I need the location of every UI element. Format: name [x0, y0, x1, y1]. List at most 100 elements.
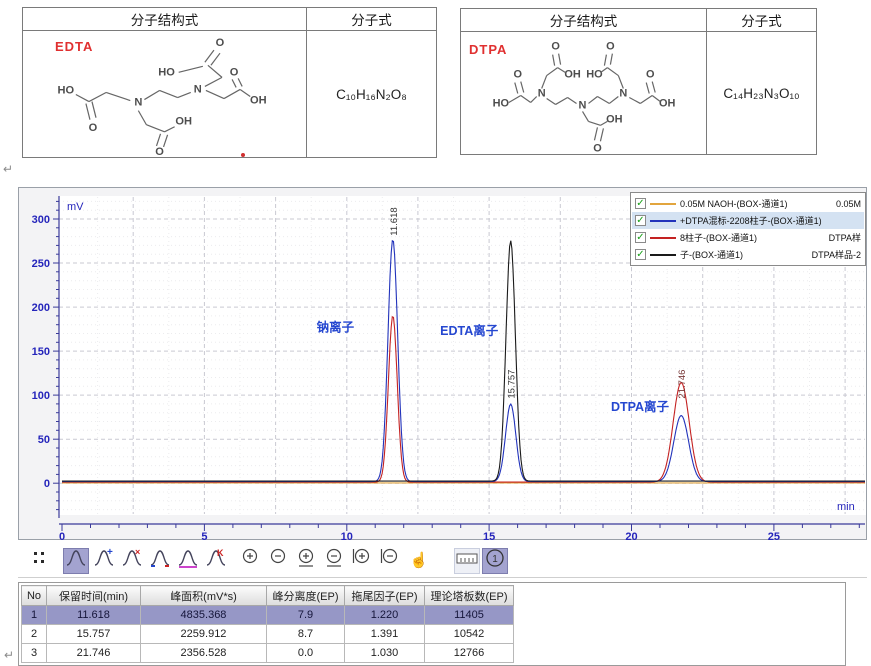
formula-column-header: 分子式 [351, 13, 392, 28]
y-tick-label: 150 [32, 346, 50, 358]
results-cell: 1 [21, 605, 47, 625]
svg-text:HO: HO [586, 69, 603, 81]
results-column-header: No [21, 585, 47, 606]
results-cell: 21.746 [46, 643, 141, 663]
zoom-in-underline-icon [295, 546, 319, 575]
peak-add-button[interactable]: + [91, 547, 117, 574]
ion-annotation: EDTA离子 [440, 323, 499, 338]
svg-text:O: O [230, 66, 239, 78]
x-axis-unit: min [837, 501, 855, 513]
zoom-extents-button[interactable] [28, 548, 54, 574]
paragraph-mark: ↵ [3, 162, 14, 176]
zoom-out-underline-button[interactable] [322, 548, 348, 574]
legend-checkbox[interactable]: ✓ [635, 232, 646, 243]
legend-item[interactable]: ✓ 子-(BOX-通道1) DTPA样品-2 [632, 246, 864, 263]
svg-text:O: O [551, 41, 560, 53]
x-tick-label: 25 [768, 531, 780, 541]
chromatogram-panel: 0 50 100 150 200 250 300 0 5 10 15 20 25 mV min 11.618 1… [18, 187, 868, 541]
svg-text:O: O [646, 69, 655, 81]
ruler-button[interactable] [454, 547, 480, 574]
peak-pick-button[interactable] [63, 547, 89, 574]
compound-name-dtpa: DTPA [469, 42, 508, 57]
svg-text:OH: OH [564, 69, 581, 81]
legend-label: 子-(BOX-通道1) [680, 250, 744, 260]
legend-line-sample [650, 253, 676, 256]
zoom-out-x-icon [379, 546, 403, 575]
zoom-in-x-button[interactable] [350, 548, 376, 574]
zoom-in-button[interactable] [238, 548, 264, 574]
svg-text:O: O [606, 41, 615, 53]
zoom-out-button[interactable] [266, 548, 292, 574]
svg-text:K: K [217, 548, 224, 558]
peak-manual-icon [176, 546, 200, 575]
svg-text:OH: OH [659, 97, 676, 109]
svg-text:HO: HO [57, 84, 74, 96]
pan-button[interactable]: ☝ [406, 548, 432, 574]
pan-icon: ☝ [409, 552, 429, 569]
table-row[interactable]: 2 15.757 2259.912 8.7 1.391 10542 [21, 624, 514, 644]
legend-item[interactable]: ✓ 0.05M NAOH-(BOX-通道1) 0.05M [632, 195, 864, 212]
svg-text:N: N [619, 87, 627, 99]
legend-line-sample [650, 219, 676, 222]
peak-baseline-button[interactable] [147, 548, 173, 574]
results-cell: 8.7 [266, 624, 345, 644]
svg-text:N: N [194, 83, 202, 95]
results-cell: 3 [21, 643, 47, 663]
ion-annotation: DTPA离子 [611, 399, 670, 414]
y-tick-label: 50 [38, 434, 50, 446]
y-axis-unit: mV [67, 201, 84, 213]
chromatogram-plot[interactable]: 0 50 100 150 200 250 300 0 5 10 15 20 25 mV min 11.618 1… [19, 188, 868, 541]
y-tick-label: 300 [32, 214, 50, 226]
formula-column-header: 分子式 [741, 14, 782, 29]
svg-text:OH: OH [250, 95, 267, 107]
peak-manual-button[interactable] [175, 548, 201, 574]
compound-table-edta: 分子结构式 分子式 EDTA HO O N HO O N O OH OH O [22, 7, 437, 158]
paragraph-mark: ↵ [4, 648, 15, 662]
table-row[interactable]: 3 21.746 2356.528 0.0 1.030 12766 [21, 643, 514, 663]
svg-text:+: + [107, 547, 113, 558]
results-cell: 12766 [424, 643, 514, 663]
compound-table-dtpa: 分子结构式 分子式 DTPA HO O N O OH HO O N O OH N… [460, 8, 817, 155]
svg-text:HO: HO [158, 66, 175, 78]
zoom-out-x-button[interactable] [378, 548, 404, 574]
zoom-out-icon [267, 546, 291, 575]
marker-1-button[interactable]: 1 [482, 547, 508, 574]
legend-item[interactable]: ✓ +DTPA混标-2208柱子-(BOX-通道1) [632, 212, 864, 229]
legend-line-sample [650, 236, 676, 239]
chart-toolbar: + × K ☝ 1 [18, 544, 867, 578]
x-tick-label: 5 [201, 531, 207, 541]
y-tick-label: 200 [32, 302, 50, 314]
svg-text:N: N [538, 87, 546, 99]
results-cell: 7.9 [266, 605, 345, 625]
results-cell: 1.030 [344, 643, 425, 663]
legend-checkbox[interactable]: ✓ [635, 215, 646, 226]
legend-item[interactable]: ✓ 8柱子-(BOX-通道1) DTPA样 [632, 229, 864, 246]
results-cell: 11.618 [46, 605, 141, 625]
svg-text:N: N [134, 97, 142, 109]
zoom-in-underline-button[interactable] [294, 548, 320, 574]
results-column-header: 理论塔板数(EP) [424, 585, 514, 606]
peak-delete-button[interactable]: × [119, 547, 145, 574]
peak-split-icon: K [204, 546, 228, 575]
structure-column-header: 分子结构式 [461, 9, 707, 31]
compound-formula-dtpa: C₁₄H₂₃N₃O₁₀ [723, 85, 800, 101]
dtpa-structure-drawing: HO O N O OH HO O N O OH N OH O [493, 41, 676, 155]
table-row[interactable]: 1 11.618 4835.368 7.9 1.220 11405 [21, 605, 514, 625]
peak-split-button[interactable]: K [203, 548, 229, 574]
svg-text:1: 1 [492, 554, 498, 565]
y-tick-label: 250 [32, 258, 50, 270]
legend-checkbox[interactable]: ✓ [635, 198, 646, 209]
results-cell: 1.220 [344, 605, 425, 625]
structure-column-header: 分子结构式 [23, 8, 307, 30]
compound-name-edta: EDTA [55, 39, 94, 54]
legend-checkbox[interactable]: ✓ [635, 249, 646, 260]
results-cell: 0.0 [266, 643, 345, 663]
svg-text:O: O [514, 69, 523, 81]
svg-text:N: N [579, 99, 587, 111]
svg-text:O: O [155, 146, 164, 157]
results-cell: 2 [21, 624, 47, 644]
svg-text:OH: OH [175, 116, 192, 128]
results-column-header: 拖尾因子(EP) [344, 585, 425, 606]
svg-text:O: O [593, 142, 602, 154]
results-cell: 15.757 [46, 624, 141, 644]
